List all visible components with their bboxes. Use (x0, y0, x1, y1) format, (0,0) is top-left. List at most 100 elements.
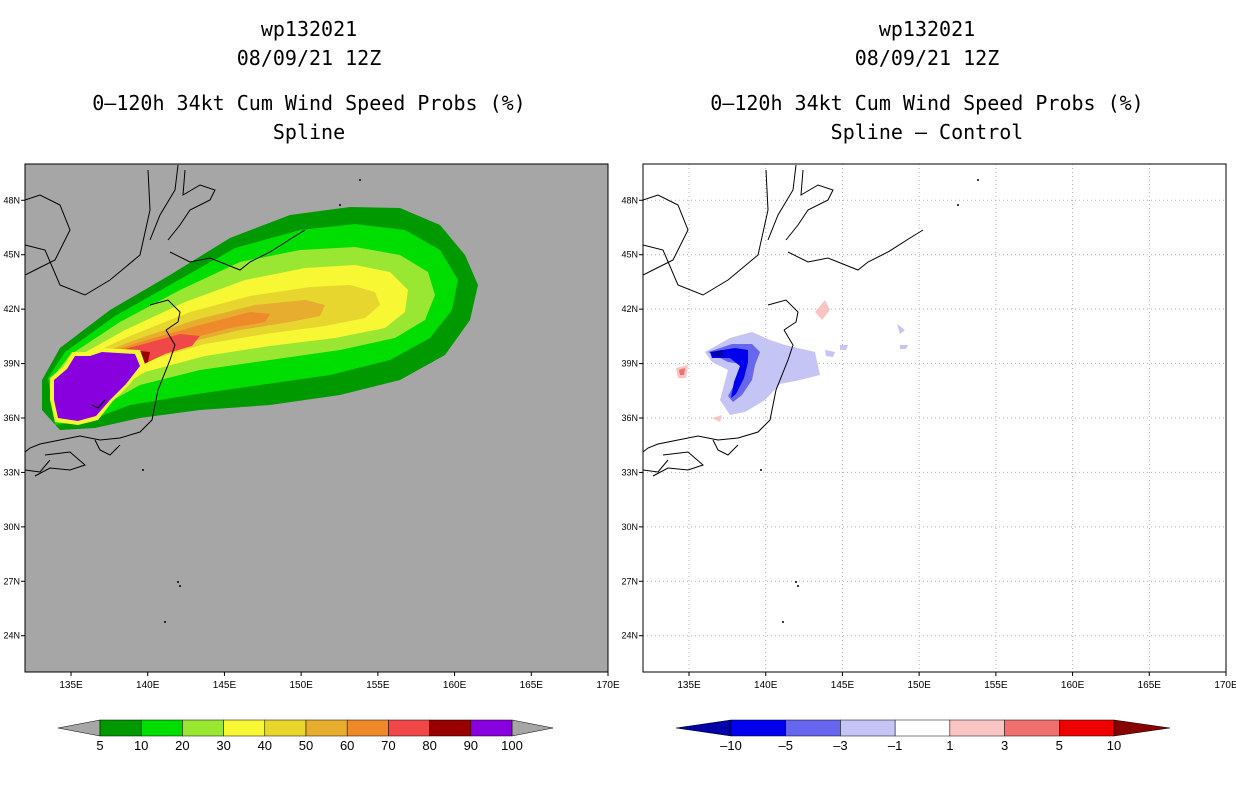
colorbar-swatch (1004, 719, 1060, 737)
right-colorbar: –10 –5 –3 –1 1 3 5 10 (675, 719, 1171, 753)
colorbar-label: 90 (464, 738, 478, 753)
left-map: 135E 140E 145E 150E 155E 160E 165E 170E 24N 27N 30… (3, 163, 620, 691)
diff-pos-light-3 (712, 415, 722, 422)
colorbar-label: 10 (134, 738, 148, 753)
colorbar-label: 5 (96, 738, 103, 753)
y-tick-label: 30N (3, 522, 20, 532)
y-tick-label: 42N (3, 304, 20, 314)
left-title: 0–120h 34kt Cum Wind Speed Probs (%) (92, 91, 526, 115)
colorbar-swatch (305, 719, 348, 737)
right-title: 0–120h 34kt Cum Wind Speed Probs (%) (710, 91, 1144, 115)
x-tick-label: 145E (213, 680, 237, 691)
y-tick-label: 45N (3, 250, 20, 260)
left-coastlines (25, 164, 306, 477)
colorbar-label: 80 (422, 738, 436, 753)
prob-contour-100 (54, 352, 140, 421)
colorbar-label: –3 (833, 738, 847, 753)
x-tick-label: 165E (1138, 680, 1162, 691)
y-tick-label: 30N (621, 522, 638, 532)
x-tick-label: 140E (754, 680, 778, 691)
colorbar-swatch (223, 719, 266, 737)
y-tick-label: 39N (3, 359, 20, 369)
colorbar-swatch (140, 719, 183, 737)
prob-contour-50 (60, 300, 325, 405)
diff-neg-light-3 (840, 345, 848, 350)
diff-neg-strong (710, 348, 748, 398)
diff-neg-light-4 (897, 324, 905, 334)
colorbar-label: 100 (501, 738, 523, 753)
y-tick-label: 42N (621, 304, 638, 314)
right-coastlines (643, 164, 924, 477)
colorbar-label: 60 (340, 738, 354, 753)
left-map-islands (142, 179, 361, 623)
colorbar-label: 70 (381, 738, 395, 753)
colorbar-label: 30 (216, 738, 230, 753)
left-axes: 135E 140E 145E 150E 155E 160E 165E 170E 24N 27N 30… (3, 195, 620, 691)
colorbar-swatch (388, 719, 430, 737)
y-tick-label: 36N (621, 413, 638, 423)
y-tick-label: 33N (621, 467, 638, 477)
x-tick-label: 170E (596, 680, 620, 691)
colorbar-swatch (894, 719, 951, 737)
y-tick-label: 48N (621, 195, 638, 205)
right-panel-title-block: wp132021 08/09/21 12Z 0–120h 34kt Cum Wi… (627, 15, 1227, 147)
colorbar-label: –5 (778, 738, 792, 753)
x-tick-label: 160E (443, 680, 467, 691)
right-subtitle: Spline – Control (830, 120, 1024, 144)
colorbar-swatch (99, 719, 142, 737)
y-tick-label: 39N (621, 359, 638, 369)
colorbar-label: –1 (888, 738, 902, 753)
diff-neg-strongest (712, 350, 724, 357)
y-tick-label: 24N (3, 631, 20, 641)
y-tick-label: 48N (3, 195, 20, 205)
right-map: 135E 140E 145E 150E 155E 160E 165E 170E 24N 27N 30… (621, 163, 1236, 691)
colorbar-label: 5 (1056, 738, 1063, 753)
x-tick-label: 155E (984, 680, 1008, 691)
colorbar-swatch (346, 719, 389, 737)
colorbar-label: –10 (720, 738, 742, 753)
y-tick-label: 27N (621, 576, 638, 586)
right-storm-id: wp132021 (878, 17, 976, 41)
y-tick-label: 24N (621, 631, 638, 641)
left-panel-title-block: wp132021 08/09/21 12Z 0–120h 34kt Cum Wi… (9, 15, 609, 147)
x-tick-label: 135E (677, 680, 701, 691)
right-axes: 135E 140E 145E 150E 155E 160E 165E 170E 24N 27N 30… (621, 195, 1236, 691)
colorbar-over-triangle (511, 719, 554, 737)
colorbar-swatch (949, 719, 1005, 737)
colorbar-swatch (182, 719, 224, 737)
y-tick-label: 45N (621, 250, 638, 260)
colorbar-swatch (1059, 719, 1115, 737)
colorbar-label: 10 (1107, 738, 1121, 753)
colorbar-swatch (730, 719, 786, 737)
colorbar-label: 40 (258, 738, 272, 753)
x-tick-label: 170E (1214, 680, 1236, 691)
left-datetime: 08/09/21 12Z (236, 46, 382, 70)
left-storm-id: wp132021 (260, 17, 358, 41)
left-probability-field (42, 207, 478, 430)
x-tick-label: 155E (366, 680, 390, 691)
x-tick-label: 160E (1061, 680, 1085, 691)
colorbar-swatch (429, 719, 472, 737)
colorbar-swatch (470, 719, 513, 737)
right-map-islands (760, 179, 979, 623)
colorbar-label: 1 (946, 738, 953, 753)
right-datetime: 08/09/21 12Z (854, 46, 1000, 70)
diff-neg-light-5 (900, 345, 908, 349)
x-tick-label: 150E (907, 680, 931, 691)
y-tick-label: 27N (3, 576, 20, 586)
left-subtitle: Spline (272, 120, 346, 144)
colorbar-label: 3 (1001, 738, 1008, 753)
diff-pos-medium (679, 368, 685, 375)
colorbar-swatch (840, 719, 896, 737)
colorbar-swatch (785, 719, 841, 737)
y-tick-label: 33N (3, 467, 20, 477)
diff-neg-light-2 (825, 350, 835, 357)
x-tick-label: 165E (520, 680, 544, 691)
y-tick-label: 36N (3, 413, 20, 423)
x-tick-label: 145E (831, 680, 855, 691)
x-tick-label: 150E (289, 680, 313, 691)
right-map-background (643, 164, 1226, 672)
colorbar-swatch (264, 719, 307, 737)
x-tick-label: 135E (59, 680, 83, 691)
